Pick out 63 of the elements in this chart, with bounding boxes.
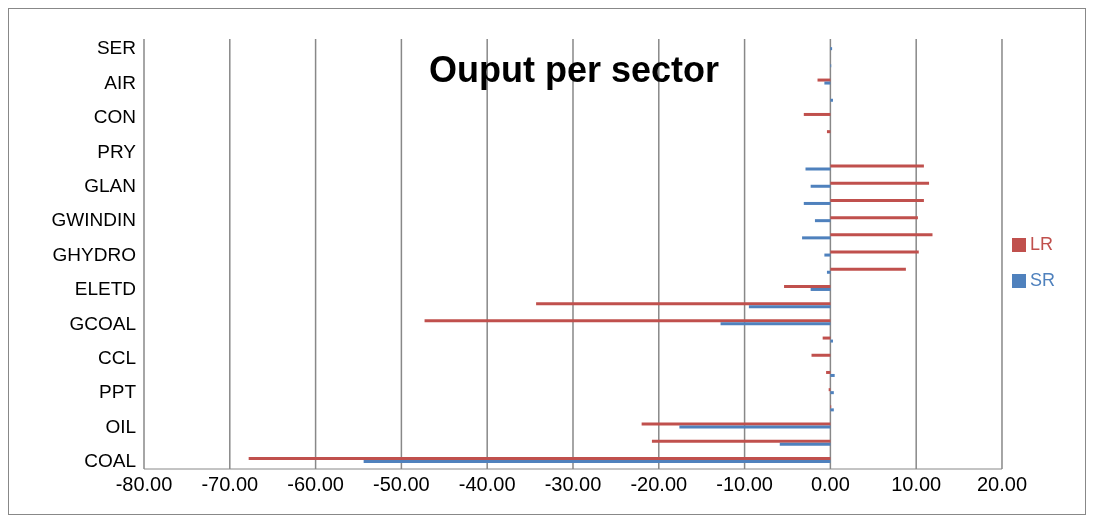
- x-tick-label: -20.00: [630, 473, 688, 496]
- y-tick-label: GHYDRO: [52, 243, 136, 265]
- bar: [810, 287, 831, 291]
- x-tick-label: -70.00: [201, 473, 259, 496]
- bar: [803, 112, 831, 116]
- bar: [803, 201, 831, 205]
- bar: [830, 198, 924, 202]
- y-tick-label: GLAN: [84, 174, 136, 196]
- bar: [748, 305, 831, 309]
- bar: [826, 270, 831, 274]
- legend-label: LR: [1029, 233, 1053, 254]
- x-tick-label: -50.00: [373, 473, 430, 496]
- bar: [826, 130, 831, 134]
- chart-title: Ouput per sector: [429, 49, 720, 91]
- bar: [641, 422, 831, 426]
- y-tick-label: CON: [93, 106, 136, 128]
- x-tick-label: -30.00: [544, 473, 602, 496]
- bar: [720, 322, 831, 326]
- y-tick-label: PRY: [97, 140, 137, 162]
- x-tick-label: -60.00: [287, 473, 344, 496]
- bar: [830, 164, 924, 168]
- bar: [824, 253, 831, 257]
- bar: [822, 336, 831, 340]
- x-tick-label: 10.00: [891, 473, 942, 496]
- bar: [824, 81, 831, 85]
- bar: [830, 250, 919, 254]
- bar: [826, 370, 831, 374]
- x-tick-label: -80.00: [115, 473, 173, 496]
- bar: [811, 353, 831, 357]
- y-tick-label: OIL: [105, 415, 136, 437]
- x-tick-label: -10.00: [716, 473, 773, 496]
- bar: [810, 184, 831, 188]
- bar: [651, 439, 831, 443]
- y-tick-label: AIR: [104, 71, 136, 93]
- y-tick-label: COAL: [84, 450, 136, 472]
- bar: [679, 425, 831, 429]
- y-tick-label: PPT: [99, 381, 137, 403]
- bar: [830, 339, 833, 343]
- bar: [830, 98, 833, 102]
- x-tick-label: -40.00: [458, 473, 516, 496]
- bar: [814, 219, 831, 223]
- bar: [802, 236, 831, 240]
- x-tick-label: 0.00: [810, 473, 850, 496]
- bar: [830, 216, 918, 220]
- bar: [830, 373, 835, 377]
- bar: [784, 284, 831, 288]
- bar: [536, 302, 831, 306]
- bar: [779, 442, 831, 446]
- y-tick-label: ELETD: [74, 278, 136, 300]
- y-tick-label: GCOAL: [69, 312, 136, 334]
- bar: [363, 459, 831, 463]
- bar: [805, 167, 831, 171]
- legend-label: SR: [1029, 269, 1055, 290]
- bar: [248, 456, 831, 460]
- y-tick-label: GWINDIN: [51, 209, 136, 231]
- bar: [830, 267, 906, 271]
- y-tick-label: CCL: [97, 346, 136, 368]
- x-tick-label: 20.00: [976, 473, 1028, 496]
- bar: [817, 78, 831, 82]
- bar: [830, 181, 930, 185]
- bar: [424, 319, 831, 323]
- bar: [830, 233, 933, 237]
- y-tick-label: SER: [96, 37, 136, 59]
